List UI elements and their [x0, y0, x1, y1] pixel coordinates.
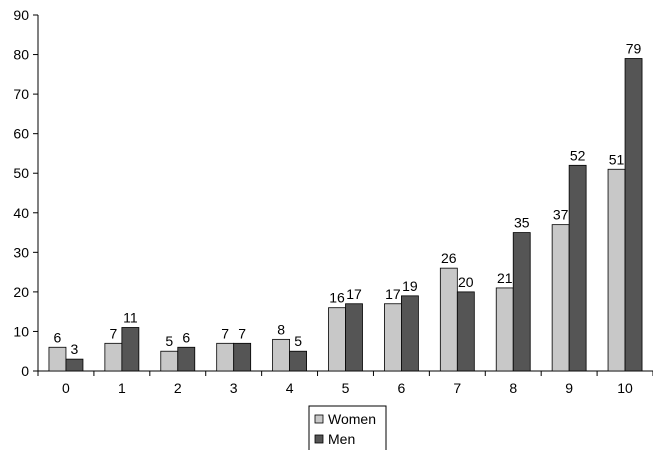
data-label-women: 8	[277, 321, 285, 337]
data-label-men: 35	[514, 215, 530, 231]
bar-men	[401, 295, 419, 372]
y-tick-label: 70	[13, 86, 29, 102]
data-label-women: 26	[441, 250, 457, 266]
bar-men	[345, 303, 363, 372]
y-tick-label: 50	[13, 165, 29, 181]
data-label-men: 7	[238, 325, 246, 341]
bar-women	[272, 338, 290, 372]
data-label-women: 51	[609, 151, 625, 167]
data-label-women: 7	[109, 325, 117, 341]
y-tick-label: 90	[13, 7, 29, 23]
x-tick-label: 2	[174, 380, 182, 396]
bar-women	[607, 168, 626, 372]
data-label-women: 7	[221, 325, 229, 341]
bar-men	[65, 358, 84, 372]
data-label-women: 17	[385, 286, 401, 302]
data-label-men: 20	[458, 274, 474, 290]
data-label-men: 5	[294, 333, 302, 349]
data-label-men: 19	[402, 278, 418, 294]
bar-women	[328, 307, 346, 372]
x-tick-label: 5	[342, 380, 350, 396]
data-label-women: 16	[329, 290, 345, 306]
bar-men	[512, 232, 531, 372]
y-tick-label: 20	[13, 284, 29, 300]
bar-men	[289, 350, 307, 372]
data-label-men: 3	[71, 341, 79, 357]
y-tick-label: 40	[13, 205, 29, 221]
data-label-women: 21	[497, 270, 513, 286]
legend-label-men: Men	[328, 431, 355, 447]
y-tick-label: 80	[13, 47, 29, 63]
x-tick-label: 4	[286, 380, 294, 396]
data-label-women: 37	[553, 207, 569, 223]
bar-women	[216, 342, 235, 372]
x-tick-label: 1	[118, 380, 126, 396]
data-label-women: 5	[165, 333, 173, 349]
bar-women	[48, 346, 67, 372]
bar-women	[160, 350, 179, 372]
bar-men	[177, 346, 196, 372]
x-tick-label: 8	[509, 380, 517, 396]
data-label-men: 11	[123, 309, 138, 325]
bars	[48, 58, 643, 372]
legend-swatch-women	[314, 414, 324, 424]
x-axis: 0 1 2 3 4 5 6 7 8 9 10	[37, 370, 653, 396]
y-tick-label: 30	[13, 244, 29, 260]
y-tick-label: 0	[21, 363, 29, 379]
data-label-men: 6	[182, 329, 190, 345]
data-label-women: 6	[54, 329, 62, 345]
bar-women	[384, 303, 402, 372]
data-label-men: 17	[346, 286, 362, 302]
bar-women	[495, 287, 514, 372]
x-tick-label: 3	[230, 380, 238, 396]
x-tick-label: 7	[453, 380, 461, 396]
bar-men	[121, 327, 140, 372]
bar-men	[568, 164, 587, 372]
x-tick-label: 10	[617, 380, 633, 396]
bar-women	[439, 267, 458, 372]
bar-women	[104, 342, 123, 372]
legend-swatch-men	[314, 434, 324, 444]
data-label-men: 79	[626, 41, 642, 57]
bar-men	[233, 342, 252, 372]
bar-men	[624, 58, 643, 372]
x-tick-label: 0	[62, 380, 70, 396]
y-tick-label: 60	[13, 126, 29, 142]
legend: Women Men	[308, 405, 387, 450]
bar-women	[551, 224, 570, 372]
x-tick-label: 9	[565, 380, 573, 396]
y-axis: 0 10 20 30 40 50 60 70 80 90	[13, 7, 39, 379]
bar-men	[456, 291, 475, 372]
legend-label-women: Women	[328, 411, 376, 427]
x-tick-label: 6	[398, 380, 406, 396]
data-label-men: 52	[570, 147, 586, 163]
y-tick-label: 10	[13, 323, 29, 339]
